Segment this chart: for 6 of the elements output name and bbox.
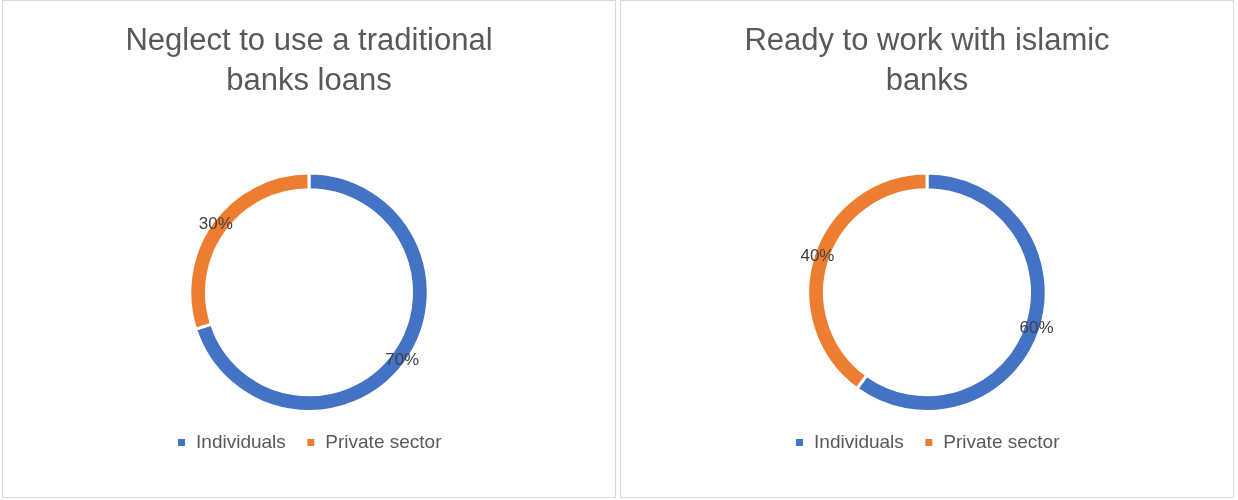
legend-label: Private sector: [325, 430, 443, 452]
legend-label: Individuals: [196, 430, 286, 452]
chart-title: Neglect to use a traditional banks loans: [125, 21, 493, 97]
legend-label: Private sector: [943, 430, 1061, 452]
chart-title: Ready to work with islamic banks: [744, 21, 1110, 97]
legend-label: Individuals: [814, 430, 904, 452]
